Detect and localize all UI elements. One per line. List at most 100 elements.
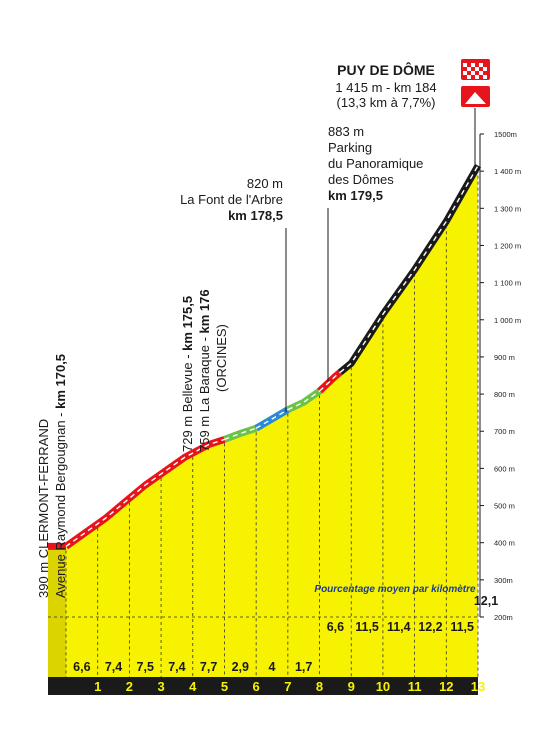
checker-cell (467, 75, 471, 79)
summit-name: PUY DE DÔME (337, 61, 435, 78)
gradient-value: 7,4 (168, 660, 185, 674)
summit-alt: 1 415 m - km 184 (335, 80, 436, 95)
bellevue-line1: 729 m Bellevue - (180, 351, 195, 452)
gradient-value: 11,4 (387, 620, 411, 634)
checker-cell (475, 71, 479, 75)
checker-cell (471, 67, 475, 71)
checker-cell (463, 63, 467, 67)
gradient-value: 7,5 (137, 660, 154, 674)
start-km: km 170,5 (53, 354, 68, 409)
gradient-caption: Pourcentage moyen par kilomètre (314, 584, 476, 595)
profile-dash (287, 390, 320, 411)
checker-cell (483, 75, 487, 79)
summit-label: PUY DE DÔME 1 415 m - km 184 (13,3 km à … (335, 61, 436, 110)
start-label: 390 m CLERMONT-FERRAND Avenue Raymond Be… (36, 354, 68, 598)
checker-cell (467, 63, 471, 67)
bellevue-label: 729 m Bellevue - km 175,5 759 m La Baraq… (180, 286, 229, 452)
km-marker: 11 (408, 679, 422, 694)
checker-cell (483, 67, 487, 71)
grid-layer (48, 169, 479, 677)
y-tick-label: 900 m (494, 353, 515, 362)
bellevue-line2: 759 m La Baraque - (197, 333, 212, 452)
gradient-value: 4 (269, 660, 276, 674)
parking-km: km 179,5 (328, 188, 383, 203)
gradient-value: 12,1 (474, 594, 498, 608)
checker-cell (483, 71, 487, 75)
checker-cell (475, 63, 479, 67)
y-tick-label: 1500m (494, 130, 517, 139)
parking-line3: du Panoramique (328, 156, 423, 171)
checker-cell (463, 71, 467, 75)
font-arbre-km: km 178,5 (228, 208, 283, 223)
km-marker: 7 (284, 679, 291, 694)
km-base: 1 2 3 4 5 6 7 8 9 10 11 12 13 (48, 677, 485, 695)
bellevue-km1: km 175,5 (180, 296, 195, 351)
start-wall (48, 546, 66, 677)
gradient-value: 7,4 (105, 660, 122, 674)
checker-cell (471, 71, 475, 75)
y-tick-label: 800 m (494, 390, 515, 399)
profile-dash (65, 438, 225, 547)
checker-cell (463, 67, 467, 71)
bellevue-line3: (ORCINES) (214, 324, 229, 392)
parking-label: 883 m Parking du Panoramique des Dômes k… (327, 124, 423, 382)
start-line2: Avenue Raymond Bergougnan - (53, 409, 68, 598)
checker-cell (471, 63, 475, 67)
summit-stats: (13,3 km à 7,7%) (337, 95, 436, 110)
mountain-climb-icon (461, 86, 490, 107)
km-marker: 2 (126, 679, 133, 694)
km-marker: 3 (157, 679, 164, 694)
km-marker: 6 (253, 679, 260, 694)
y-axis: 200m 300m 400 m 500 m 600 m 700 m 800 m 900 m 1 … (479, 130, 521, 622)
y-tick-label: 1 400 m (494, 167, 521, 176)
font-arbre-name: La Font de l'Arbre (180, 192, 283, 207)
gradient-value: 6,6 (73, 660, 90, 674)
profile-dash (319, 371, 341, 392)
km-strip (48, 677, 478, 695)
fill-layer (48, 165, 478, 677)
y-tick-label: 600 m (494, 464, 515, 473)
gradient-value: 2,9 (232, 660, 249, 674)
checker-cell (463, 75, 467, 79)
summit-finish-icon (461, 59, 490, 80)
profile-dash (224, 427, 257, 441)
gradient-value: 11,5 (450, 620, 474, 634)
y-tick-label: 1 300 m (494, 204, 521, 213)
gradient-value: 11,5 (355, 620, 379, 634)
gradient-value: 7,7 (200, 660, 217, 674)
bellevue-km2: km 176 (197, 289, 212, 333)
checker-cell (479, 71, 483, 75)
checker-cell (475, 75, 479, 79)
start-line1: 390 m CLERMONT-FERRAND (36, 419, 51, 598)
y-tick-label: 1 200 m (494, 241, 521, 250)
checker-cell (467, 71, 471, 75)
checker-cell (483, 63, 487, 67)
gradient-value: 1,7 (295, 660, 312, 674)
gradient-value: 12,2 (418, 620, 442, 634)
y-tick-label: 1 000 m (494, 316, 521, 325)
y-tick-label: 200m (494, 613, 513, 622)
km-marker: 1 (94, 679, 101, 694)
km-marker: 9 (348, 679, 355, 694)
km-marker: 13 (471, 679, 485, 694)
parking-alt: 883 m (328, 124, 364, 139)
gradient-value: 6,6 (327, 620, 344, 634)
parking-line2: Parking (328, 140, 372, 155)
profile-fill (66, 165, 478, 618)
km-marker: 10 (376, 679, 390, 694)
profile-dash (255, 409, 289, 429)
y-tick-label: 300m (494, 576, 513, 585)
km-marker: 12 (439, 679, 453, 694)
km-marker: 8 (316, 679, 323, 694)
y-tick-label: 500 m (494, 502, 515, 511)
y-tick-label: 700 m (494, 427, 515, 436)
checker-cell (467, 67, 471, 71)
checker-cell (471, 75, 475, 79)
profile-dash (339, 165, 479, 373)
y-tick-label: 1 100 m (494, 279, 521, 288)
km-marker: 5 (221, 679, 228, 694)
y-tick-label: 400 m (494, 539, 515, 548)
checker-cell (479, 63, 483, 67)
